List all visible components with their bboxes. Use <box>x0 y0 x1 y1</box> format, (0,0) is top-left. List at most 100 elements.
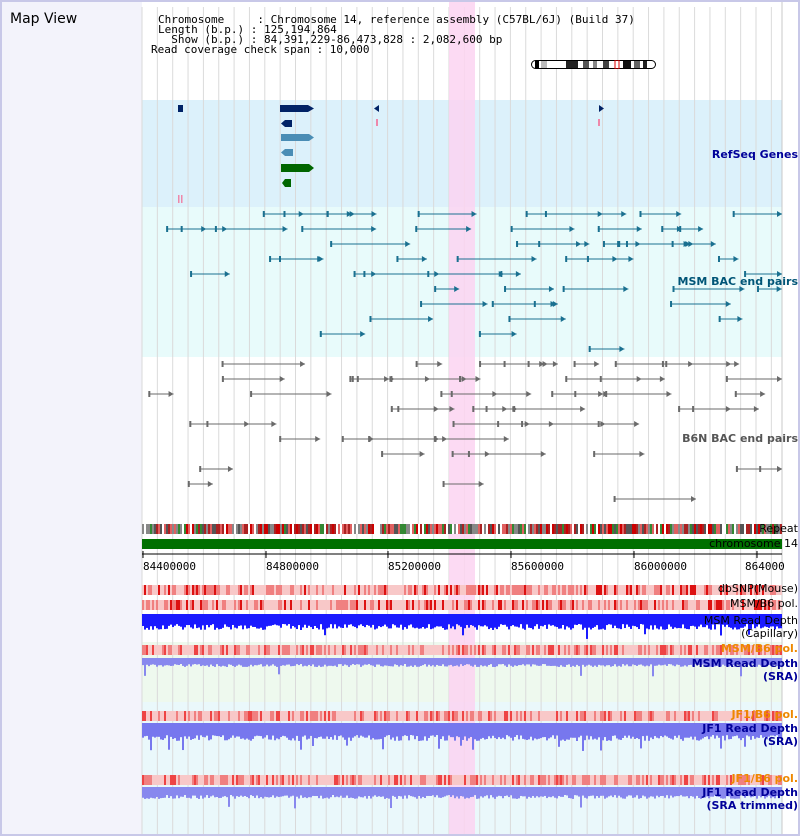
polymorphism-cell <box>436 775 438 785</box>
read-depth-bar <box>156 787 158 797</box>
repeat-segment <box>284 524 286 534</box>
polymorphism-cell <box>726 645 728 655</box>
track-label-jf1-b6-pol[interactable]: JF1/B6 pol. <box>731 708 798 721</box>
read-depth-bar <box>446 658 448 667</box>
read-depth-bar <box>624 723 626 736</box>
track-label-msm-bac[interactable]: MSM BAC end pairs <box>677 275 798 288</box>
read-depth-bar <box>282 614 284 625</box>
polymorphism-cell <box>406 645 408 655</box>
read-depth-bar <box>672 723 674 740</box>
polymorphism-cell <box>382 645 384 655</box>
repeat-segment <box>368 524 370 534</box>
track-label-refseq-genes[interactable]: RefSeq Genes <box>711 148 798 161</box>
polymorphism-cell <box>214 711 216 721</box>
polymorphism-cell <box>646 775 648 785</box>
polymorphism-cell <box>442 711 444 721</box>
track-label-msm-b6-pol-sra[interactable]: MSM/B6 pol. <box>720 642 798 655</box>
polymorphism-cell <box>696 585 698 595</box>
polymorphism-cell <box>144 585 146 595</box>
repeat-segment <box>668 524 670 534</box>
read-depth-bar <box>646 787 648 799</box>
bac-end-arrow <box>526 391 532 397</box>
polymorphism-cell <box>708 645 710 655</box>
repeat-segment <box>666 524 668 534</box>
polymorphism-cell <box>354 645 356 655</box>
read-depth-bar <box>764 787 766 799</box>
read-depth-bar <box>406 614 408 629</box>
read-depth-bar <box>222 787 224 797</box>
polymorphism-cell <box>768 585 770 595</box>
polymorphism-cell <box>338 645 340 655</box>
track-label-b6n-bac[interactable]: B6N BAC end pairs <box>682 432 798 445</box>
read-depth-bar <box>566 614 568 627</box>
repeat-segment <box>204 524 206 534</box>
polymorphism-cell <box>152 600 154 610</box>
read-depth-bar <box>456 787 458 797</box>
repeat-segment <box>224 524 226 534</box>
polymorphism-cell <box>510 711 512 721</box>
polymorphism-cell <box>230 585 232 595</box>
read-depth-bar <box>462 787 464 797</box>
polymorphism-cell <box>288 585 290 595</box>
polymorphism-cell <box>632 645 634 655</box>
polymorphism-cell <box>326 600 328 610</box>
repeat-segment <box>458 524 460 534</box>
polymorphism-cell <box>388 775 390 785</box>
polymorphism-cell <box>638 645 640 655</box>
polymorphism-cell <box>472 711 474 721</box>
bac-end-arrow <box>244 421 250 427</box>
track-label-msm-read-depth-cap[interactable]: MSM Read Depth <box>703 614 798 627</box>
polymorphism-cell <box>486 585 488 595</box>
polymorphism-cell <box>486 645 488 655</box>
read-depth-bar <box>770 787 772 799</box>
polymorphism-cell <box>318 645 320 655</box>
read-depth-bar <box>650 614 652 626</box>
polymorphism-cell <box>596 600 598 610</box>
read-depth-bar <box>586 723 588 736</box>
read-depth-bar <box>312 723 314 746</box>
read-depth-bar <box>400 614 402 625</box>
polymorphism-cell <box>588 600 590 610</box>
read-depth-bar <box>236 787 238 797</box>
track-label-jf1-read-depth-trimmed[interactable]: JF1 Read Depth <box>702 786 798 799</box>
track-label-msm-read-depth-sra[interactable]: MSM Read Depth <box>691 657 798 670</box>
polymorphism-cell <box>236 645 238 655</box>
read-depth-bar <box>226 658 228 667</box>
polymorphism-cell <box>152 775 154 785</box>
read-depth-bar <box>544 658 546 665</box>
polymorphism-cell <box>498 600 500 610</box>
read-depth-bar <box>632 787 634 798</box>
repeat-segment <box>152 524 154 534</box>
track-label-jf1-read-depth-sra[interactable]: JF1 Read Depth <box>702 722 798 735</box>
read-depth-bar <box>226 787 228 798</box>
bac-end-marker <box>166 226 169 232</box>
read-depth-bar <box>606 723 608 741</box>
read-depth-bar <box>408 723 410 741</box>
polymorphism-cell <box>308 600 310 610</box>
polymorphism-cell <box>614 645 616 655</box>
track-label-dbsnp[interactable]: dbSNP(Mouse) <box>717 582 798 595</box>
polymorphism-cell <box>464 775 466 785</box>
polymorphism-cell <box>366 711 368 721</box>
polymorphism-cell <box>424 775 426 785</box>
read-depth-bar <box>422 723 424 741</box>
bac-end-arrow <box>619 346 625 352</box>
polymorphism-cell <box>230 645 232 655</box>
track-label-msm-b6-pol[interactable]: MSM/B6 pol. <box>730 597 798 610</box>
read-depth-bar <box>500 614 502 625</box>
track-label-jf1-b6-pol-2[interactable]: JF1/B6 pol. <box>731 772 798 785</box>
read-depth-bar <box>492 723 494 736</box>
polymorphism-cell <box>606 600 608 610</box>
chromosome-ideogram[interactable] <box>531 54 656 70</box>
read-depth-bar <box>594 723 596 739</box>
polymorphism-cell <box>736 711 738 721</box>
polymorphism-cell <box>294 600 296 610</box>
polymorphism-cell <box>634 585 636 595</box>
repeat-segment <box>758 524 760 534</box>
bac-end-marker <box>417 211 420 217</box>
polymorphism-cell <box>482 645 484 655</box>
read-depth-bar <box>262 658 264 667</box>
read-depth-bar <box>748 614 750 635</box>
polymorphism-cell <box>368 645 370 655</box>
